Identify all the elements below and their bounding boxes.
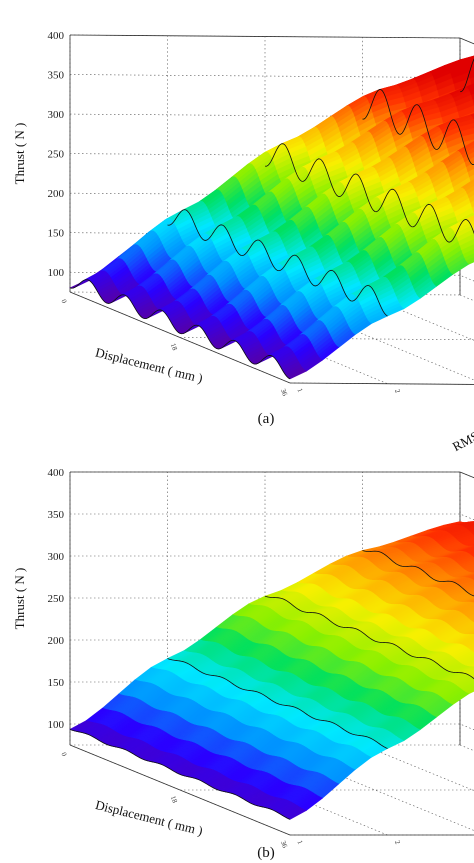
z-tick-label: 150 [48,228,65,240]
surface-plot-a: 1001502002503003504000183612345Thrust ( … [12,30,474,454]
panel-caption: (b) [257,845,275,861]
z-tick-label: 400 [48,467,65,479]
current-lines [167,58,474,317]
y-axis-label: RMS current ( A ) [450,847,474,863]
z-tick-label: 300 [48,551,65,563]
current-lines [167,550,474,749]
thrust-surface [69,521,474,820]
z-tick-label: 100 [48,267,65,279]
y-axis-label: RMS current ( A ) [450,397,474,454]
current-line [264,595,474,680]
z-tick-label: 200 [48,188,65,200]
z-tick-label: 200 [48,635,65,647]
current-line [167,658,388,749]
z-tick-label: 250 [48,149,65,161]
x-tick-label: 0 [60,751,69,757]
z-tick-label: 100 [48,719,65,731]
z-tick-label: 150 [48,677,65,689]
x-tick-label: 0 [60,298,69,304]
z-tick-label: 350 [48,509,65,521]
x-axis-label: Displacement ( mm ) [94,345,204,386]
x-tick-label: 18 [169,342,179,352]
z-tick-label: 350 [48,70,65,82]
y-tick-label: 1 [296,387,305,393]
x-axis-label: Displacement ( mm ) [94,797,204,838]
x-tick-label: 36 [279,388,289,398]
y-tick-label: 2 [393,839,402,845]
current-line [264,143,474,243]
current-line [362,550,474,597]
thrust-surface [69,55,474,380]
z-tick-label: 250 [48,593,65,605]
x-tick-label: 18 [169,795,179,805]
surface-plot-b: 1001502002503003504000183612345Thrust ( … [12,467,474,863]
z-tick-label: 400 [48,30,65,42]
y-tick-label: 2 [393,388,402,394]
x-tick-label: 36 [279,840,289,850]
z-axis-label: Thrust ( N ) [12,568,27,630]
y-tick-label: 1 [296,839,305,845]
current-line [362,89,474,165]
z-axis-label: Thrust ( N ) [12,123,27,185]
panel-caption: (a) [258,411,275,427]
z-tick-label: 300 [48,109,65,121]
current-line [167,209,388,317]
